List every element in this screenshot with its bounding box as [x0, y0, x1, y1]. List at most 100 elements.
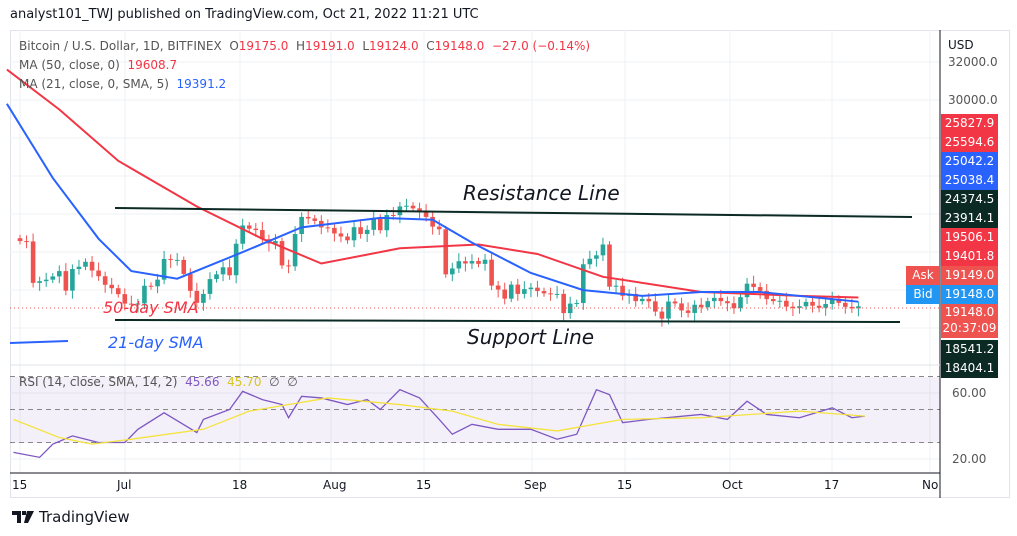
candle-body: [587, 258, 593, 265]
candle-body: [129, 303, 134, 305]
candle-body: [246, 225, 252, 229]
price-label: 18404.1: [941, 359, 998, 378]
candle-body: [142, 285, 147, 304]
candle-body: [450, 268, 455, 275]
candle-body: [751, 283, 756, 288]
candle-body: [338, 233, 344, 237]
ma50-legend[interactable]: MA (50, close, 0) 19608.7: [19, 58, 177, 72]
price-label: 19401.8: [941, 247, 998, 266]
candle-body: [194, 290, 200, 303]
rsi-na-1: ∅: [269, 375, 280, 389]
candle-body: [600, 244, 606, 256]
price-label: 19148.0 20:37:09: [941, 304, 998, 338]
rsi-label: RSI (14, close, SMA, 14, 2): [19, 375, 178, 389]
candle-body: [469, 261, 475, 264]
candle-body: [30, 241, 36, 283]
time-tick: Jul: [117, 478, 132, 492]
candle-body: [168, 258, 173, 260]
ma21-legend[interactable]: MA (21, close, 0, SMA, 5) 19391.2: [19, 77, 226, 91]
time-tick: Aug: [323, 478, 347, 492]
candle-body: [653, 301, 658, 312]
candle-body: [148, 285, 154, 287]
candle-body: [50, 276, 56, 280]
candle-body: [207, 279, 213, 294]
support-line: [114, 319, 901, 323]
resistance-annotation: Resistance Line: [463, 181, 620, 205]
open-value: 19175.0: [238, 39, 289, 53]
candle-body: [784, 300, 789, 307]
candle-body: [384, 215, 390, 231]
candle-body: [312, 218, 318, 221]
candle-body: [679, 303, 684, 311]
sma50-annotation: 50-day SMA: [103, 298, 199, 317]
candle-body: [24, 241, 29, 243]
candle-body: [718, 297, 724, 302]
close-value: 19148.0: [434, 39, 485, 53]
candle-body: [738, 297, 743, 309]
candle-body: [856, 306, 861, 309]
ma21-value: 19391.2: [176, 77, 227, 91]
sma21-annotation: 21-day SMA: [108, 333, 204, 352]
candle-body: [725, 301, 730, 304]
chart-frame[interactable]: [10, 30, 1010, 498]
candle-body: [522, 289, 527, 294]
ma21-label: MA (21, close, 0, SMA, 5): [19, 77, 169, 91]
rsi-value: 45.66: [185, 375, 220, 389]
candle-body: [286, 265, 291, 267]
candle-body: [712, 297, 717, 302]
candle-body: [391, 215, 396, 217]
candle-body: [744, 283, 750, 298]
rsi-tick: 20.00: [952, 452, 987, 466]
candle-body: [17, 238, 23, 242]
price-label: 19506.1: [941, 228, 998, 247]
candle-body: [188, 273, 193, 291]
ask-tag: Ask: [906, 266, 940, 285]
rsi-legend[interactable]: RSI (14, close, SMA, 14, 2) 45.66 45.70 …: [19, 375, 298, 389]
candle-body: [581, 264, 586, 304]
resistance-line: [114, 207, 913, 218]
candle-body: [161, 258, 167, 280]
rsi-sma-value: 45.70: [227, 375, 262, 389]
candle-body: [777, 300, 783, 302]
change-value: −27.0 (−0.14%): [491, 39, 591, 53]
published-header: analyst101_TWJ published on TradingView.…: [10, 7, 479, 22]
candle-body: [83, 261, 88, 267]
ma21-line: [6, 103, 859, 303]
candle-body: [548, 293, 553, 295]
candle-body: [273, 241, 278, 244]
candle-body: [639, 298, 645, 302]
time-tick: 15: [12, 478, 28, 492]
ma50-label: MA (50, close, 0): [19, 58, 120, 72]
open-label: O: [229, 39, 239, 53]
candle-body: [96, 270, 101, 277]
rsi-line: [13, 388, 866, 459]
candle-body: [63, 271, 69, 291]
candle-body: [115, 288, 121, 295]
time-tick: Sep: [524, 478, 547, 492]
candle-body: [705, 301, 711, 308]
candle-body: [227, 267, 232, 276]
candle-body: [364, 229, 370, 235]
time-tick: 18: [232, 478, 248, 492]
symbol-legend: Bitcoin / U.S. Dollar, 1D, BITFINEX O191…: [19, 39, 590, 53]
support-annotation: Support Line: [467, 325, 595, 349]
candle-body: [292, 234, 298, 267]
ma50-value: 19608.7: [127, 58, 178, 72]
candle-body: [541, 291, 547, 294]
candle-body: [843, 302, 848, 307]
price-label: 19149.0: [941, 266, 998, 285]
candle-body: [351, 227, 357, 241]
candle-body: [731, 303, 737, 309]
candle-body: [476, 261, 481, 264]
candle-body: [698, 304, 704, 308]
price-tick: 30000.0: [948, 93, 998, 107]
tradingview-logo[interactable]: TradingView: [12, 508, 130, 526]
candle-body: [135, 303, 141, 305]
candle-body: [214, 274, 219, 280]
candle-body: [37, 281, 42, 283]
countdown: 20:37:09: [942, 321, 997, 335]
candle-body: [430, 216, 435, 227]
bid-tag: Bid: [906, 285, 940, 304]
candle-body: [607, 244, 612, 287]
